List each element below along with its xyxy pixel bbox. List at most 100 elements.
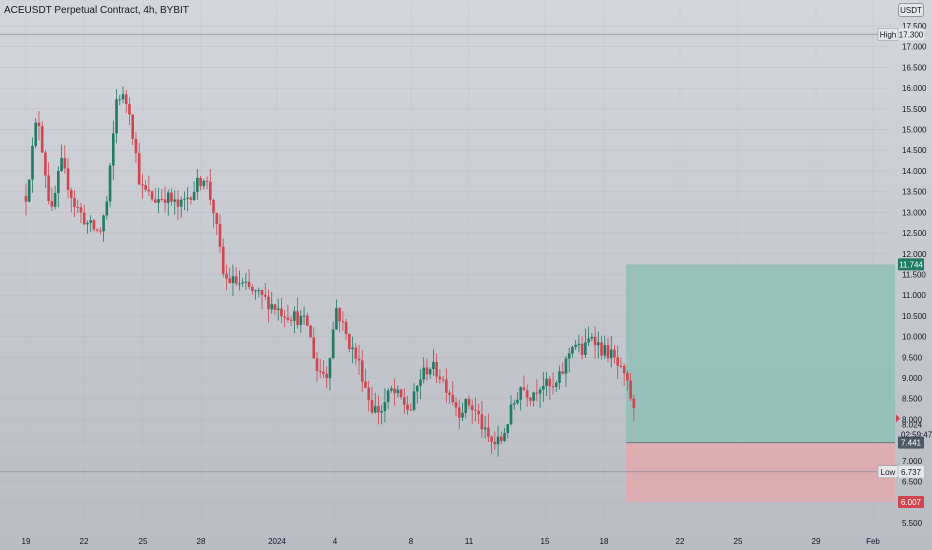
candle-body-down (551, 386, 555, 388)
y-tick-label: 8.000 (902, 415, 923, 424)
y-tick-label: 14.500 (902, 146, 927, 155)
candle-body-up (293, 311, 296, 321)
candle-body-down (360, 360, 364, 382)
candle-body-down (95, 229, 99, 231)
candle-body-down (525, 390, 529, 398)
candle-body-down (260, 290, 264, 295)
candle-body-down (228, 278, 231, 284)
candle-body-down (280, 308, 283, 317)
candle-body-down (154, 199, 157, 203)
candle-body-up (503, 432, 506, 441)
candle-body-down (24, 195, 28, 202)
candle-body-down (137, 153, 141, 185)
candle-body-down (493, 441, 497, 445)
high-tag-label-bg (877, 28, 899, 41)
candle-body-up (390, 388, 393, 391)
long-position-tool[interactable] (626, 264, 895, 503)
y-tick-label: 6.500 (902, 478, 923, 487)
candle-body-up (506, 424, 510, 433)
candle-body-down (344, 321, 348, 334)
candle-body-up (545, 378, 548, 386)
candle-body-up (386, 390, 390, 403)
candle-body-down (322, 371, 325, 374)
target-price-tag: 11.744 (898, 258, 924, 271)
x-tick-label: 19 (22, 537, 31, 546)
candle-body-up (483, 427, 487, 430)
candle-body-down (626, 373, 629, 381)
candle-body-up (496, 436, 500, 445)
candle-body-up (373, 406, 377, 413)
candle-body-up (112, 133, 115, 166)
candle-body-up (121, 94, 125, 100)
candle-body-up (590, 336, 594, 339)
candle-body-up (584, 342, 587, 355)
low-tag: 6.737 Low (877, 465, 924, 479)
candle-body-down (92, 220, 96, 230)
candle-body-up (597, 342, 600, 346)
candle-body-down (251, 287, 254, 291)
candle-body-down (425, 367, 429, 375)
candle-body-down (470, 405, 474, 410)
candle-body-down (306, 315, 309, 326)
candle-body-down (341, 321, 345, 323)
candle-body-down (348, 333, 351, 350)
y-tick-label: 15.500 (902, 105, 927, 114)
candle-body-down (273, 304, 277, 310)
candle-body-down (99, 230, 102, 232)
time-axis[interactable]: 19 22 25 28 2024 4 8 11 15 18 22 25 29 Feb (22, 537, 881, 546)
candle-body-up (412, 391, 416, 411)
candle-body-up (202, 180, 206, 187)
candle-body-down (73, 197, 76, 207)
candle-body-down (632, 398, 636, 409)
candle-body-down (141, 184, 144, 186)
candle-body-up (241, 282, 244, 284)
y-tick-label: 15.000 (902, 126, 927, 135)
candle-body-down (441, 379, 445, 381)
y-tick-label: 12.000 (902, 250, 927, 259)
target-price-tag-text: 11.744 (899, 260, 923, 269)
candle-body-down (221, 246, 225, 274)
candle-body-down (69, 190, 73, 198)
x-tick-label: 11 (465, 537, 474, 546)
y-tick-label: 10.000 (902, 333, 927, 342)
currency-button[interactable]: USDT (898, 3, 924, 17)
candle-body-down (454, 402, 458, 408)
x-tick-label: 25 (734, 537, 743, 546)
x-tick-label: 18 (600, 537, 609, 546)
stop-price-tag-bg (898, 496, 924, 509)
candle-body-down (218, 223, 222, 247)
price-axis[interactable]: 5.5006.0006.5007.0007.5008.0008.5009.000… (902, 22, 927, 528)
candle-body-down (147, 189, 151, 192)
candle-body-down (189, 197, 193, 200)
candle-body-down (435, 361, 438, 377)
symbol-title[interactable]: ACEUSDT Perpetual Contract, 4h, BYBIT (4, 5, 189, 16)
candle-body-up (509, 404, 513, 425)
candle-body-down (315, 358, 319, 372)
countdown-text: 02:59:47 (901, 430, 932, 439)
candle-body-up (118, 99, 122, 101)
x-tick-label: 25 (139, 537, 148, 546)
candle-body-down (209, 181, 212, 200)
candle-body-down (63, 158, 67, 169)
candle-body-down (393, 388, 396, 394)
candle-body-down (286, 317, 290, 320)
candle-body-down (438, 376, 442, 380)
candle-body-up (254, 290, 257, 292)
y-tick-label: 11.500 (902, 270, 926, 279)
candle-body-down (283, 316, 286, 318)
candle-body-down (487, 427, 490, 437)
candle-body-down (474, 409, 477, 411)
x-tick-label: 4 (333, 537, 338, 546)
y-tick-label: 16.000 (902, 84, 927, 93)
candle-body-up (567, 353, 571, 359)
candle-body-up (587, 338, 590, 343)
target-price-tag-bg (898, 258, 924, 271)
candle-body-down (354, 347, 358, 359)
profit-zone (626, 264, 895, 443)
y-tick-label: 12.500 (902, 229, 927, 238)
candle-body-up (419, 379, 422, 386)
low-tag-label-bg (877, 465, 899, 479)
candle-body-up (461, 412, 464, 418)
